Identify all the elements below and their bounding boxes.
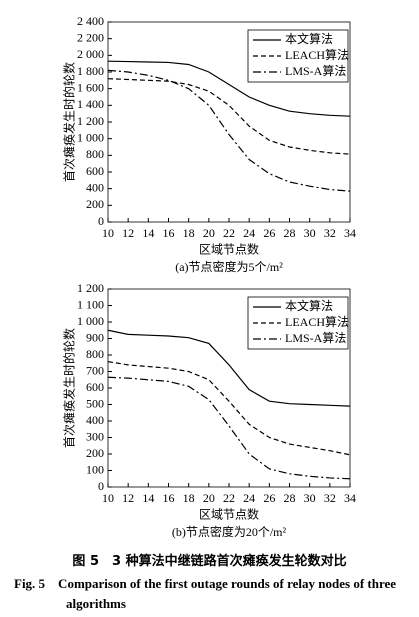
x-tick-label: 16 bbox=[163, 491, 175, 505]
chart-subtitle: (b)节点密度为20个/m² bbox=[172, 524, 287, 539]
caption-zh: 图 5 3 种算法中继链路首次瘫痪发生轮数对比 bbox=[72, 554, 347, 569]
y-tick-label: 1 000 bbox=[77, 314, 104, 328]
y-tick-label: 500 bbox=[86, 396, 104, 410]
y-tick-label: 600 bbox=[86, 164, 104, 178]
x-tick-label: 26 bbox=[263, 491, 275, 505]
legend-label: LMS-A算法 bbox=[285, 330, 346, 345]
y-tick-label: 300 bbox=[86, 429, 104, 443]
x-tick-label: 22 bbox=[223, 491, 235, 505]
x-tick-label: 20 bbox=[203, 491, 215, 505]
series-line bbox=[107, 60, 351, 117]
x-axis-label: 区域节点数 bbox=[199, 242, 259, 257]
x-tick-label: 22 bbox=[223, 226, 235, 240]
x-tick-label: 20 bbox=[203, 226, 215, 240]
y-tick-label: 1 200 bbox=[77, 114, 104, 128]
y-axis-label: 首次瘫痪发生时的轮数 bbox=[62, 62, 77, 182]
x-tick-label: 32 bbox=[324, 491, 336, 505]
y-tick-label: 1 200 bbox=[77, 281, 104, 295]
series-line bbox=[107, 69, 351, 192]
y-tick-label: 600 bbox=[86, 380, 104, 394]
legend-label: 本文算法 bbox=[285, 31, 333, 46]
x-tick-label: 16 bbox=[163, 226, 175, 240]
y-tick-label: 900 bbox=[86, 330, 104, 344]
x-tick-label: 12 bbox=[122, 491, 134, 505]
series-line bbox=[107, 329, 351, 407]
y-tick-label: 700 bbox=[86, 363, 104, 377]
legend-label: 本文算法 bbox=[285, 298, 333, 313]
chart-subtitle: (a)节点密度为5个/m² bbox=[175, 259, 283, 274]
y-tick-label: 1 800 bbox=[77, 64, 104, 78]
x-tick-label: 30 bbox=[304, 226, 316, 240]
x-tick-label: 32 bbox=[324, 226, 336, 240]
series-line bbox=[107, 78, 351, 155]
y-tick-label: 200 bbox=[86, 446, 104, 460]
y-tick-label: 800 bbox=[86, 347, 104, 361]
y-tick-label: 1 600 bbox=[77, 80, 104, 94]
y-tick-label: 1 100 bbox=[77, 297, 104, 311]
x-tick-label: 18 bbox=[183, 226, 195, 240]
x-axis-label: 区域节点数 bbox=[199, 507, 259, 522]
x-tick-label: 10 bbox=[102, 491, 114, 505]
y-axis-label: 首次瘫痪发生时的轮数 bbox=[62, 328, 77, 448]
x-tick-label: 10 bbox=[102, 226, 114, 240]
legend-label: LEACH算法 bbox=[285, 47, 349, 62]
y-tick-label: 0 bbox=[98, 479, 104, 493]
x-tick-label: 34 bbox=[344, 226, 356, 240]
legend-label: LMS-A算法 bbox=[285, 63, 346, 78]
x-tick-label: 30 bbox=[304, 491, 316, 505]
x-tick-label: 28 bbox=[284, 226, 296, 240]
y-tick-label: 2 200 bbox=[77, 30, 104, 44]
series-line bbox=[107, 376, 351, 480]
y-tick-label: 2 000 bbox=[77, 47, 104, 61]
x-tick-label: 24 bbox=[243, 491, 255, 505]
y-tick-label: 2 400 bbox=[77, 14, 104, 28]
y-tick-label: 400 bbox=[86, 180, 104, 194]
x-tick-label: 26 bbox=[263, 226, 275, 240]
y-tick-label: 800 bbox=[86, 147, 104, 161]
y-tick-label: 400 bbox=[86, 413, 104, 427]
y-tick-label: 1 000 bbox=[77, 130, 104, 144]
x-tick-label: 28 bbox=[284, 491, 296, 505]
x-tick-label: 24 bbox=[243, 226, 255, 240]
y-tick-label: 100 bbox=[86, 462, 104, 476]
x-tick-label: 18 bbox=[183, 491, 195, 505]
y-tick-label: 1 400 bbox=[77, 97, 104, 111]
legend-label: LEACH算法 bbox=[285, 314, 349, 329]
x-tick-label: 14 bbox=[142, 226, 154, 240]
caption-en: Fig. 5 Comparison of the first outage ro… bbox=[14, 576, 397, 611]
x-tick-label: 34 bbox=[344, 491, 356, 505]
series-line bbox=[107, 361, 351, 456]
y-tick-label: 0 bbox=[98, 214, 104, 228]
x-tick-label: 12 bbox=[122, 226, 134, 240]
x-tick-label: 14 bbox=[142, 491, 154, 505]
y-tick-label: 200 bbox=[86, 197, 104, 211]
